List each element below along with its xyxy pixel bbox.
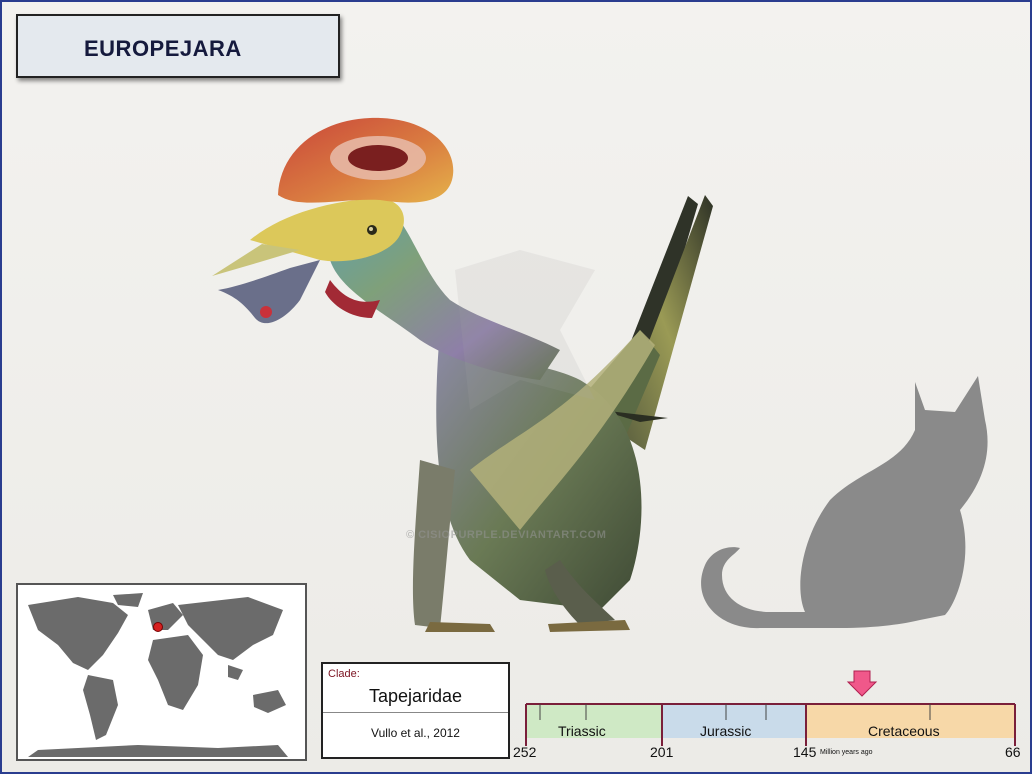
geologic-timeline: Triassic Jurassic Cretaceous 252 201 145… <box>513 668 1021 768</box>
down-arrow-icon <box>846 670 878 697</box>
tick-252: 252 <box>513 744 537 760</box>
pterosaur-illustration <box>212 117 713 632</box>
tick-201: 201 <box>650 744 674 760</box>
period-jurassic: Jurassic <box>700 723 752 739</box>
period-cretaceous: Cretaceous <box>868 723 940 739</box>
tick-145: 145 <box>793 744 817 760</box>
location-dot-icon <box>153 622 163 632</box>
watermark-text: © CISIOPURPLE.DEVIANTART.COM <box>406 529 607 541</box>
jurassic-band <box>662 704 806 738</box>
page-title: EUROPEJARA <box>84 36 242 61</box>
watermark-logo-icon <box>455 250 595 410</box>
clade-box: Clade: Tapejaridae Vullo et al., 2012 <box>321 662 510 759</box>
clade-name: Tapejaridae <box>368 686 463 706</box>
period-triassic: Triassic <box>558 723 606 739</box>
timeline-unit: Million years ago <box>820 749 873 756</box>
cat-silhouette-icon <box>701 376 988 629</box>
timeline-graphic <box>525 670 1016 746</box>
clade-divider <box>323 712 508 713</box>
throat-spot <box>260 306 272 318</box>
triassic-band <box>526 704 662 738</box>
title-box: EUROPEJARA <box>16 14 340 78</box>
world-map-box <box>16 583 307 761</box>
cretaceous-band <box>806 704 1015 738</box>
clade-citation: Vullo et al., 2012 <box>371 726 460 740</box>
world-map-icon <box>28 593 288 757</box>
clade-label: Clade: <box>328 668 360 680</box>
tick-66: 66 <box>1005 744 1021 760</box>
